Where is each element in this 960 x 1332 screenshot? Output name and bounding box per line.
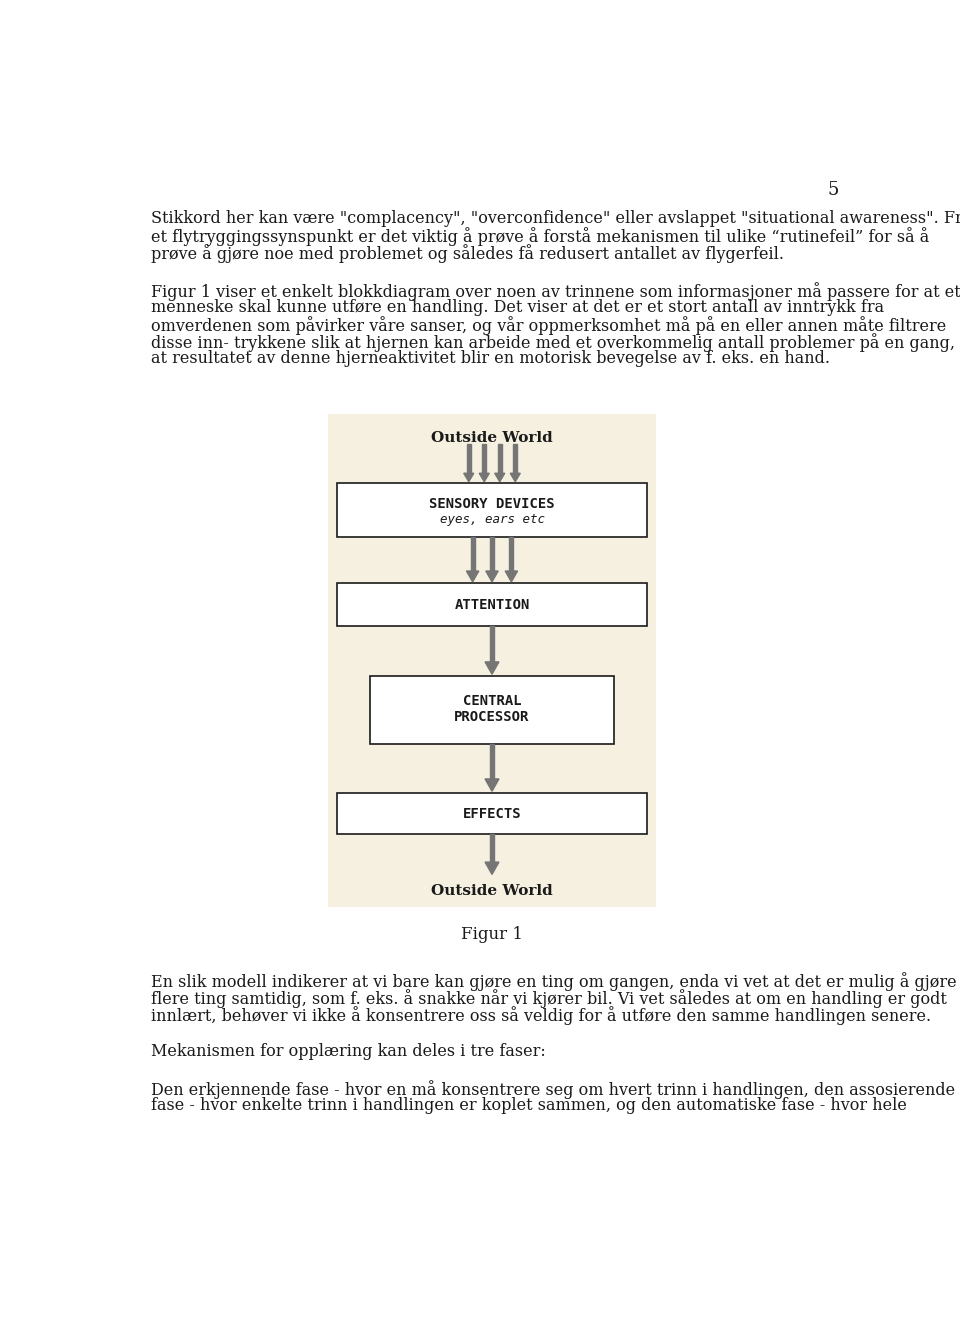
Text: omverdenen som påvirker våre sanser, og vår oppmerksomhet må på en eller annen m: omverdenen som påvirker våre sanser, og … [151, 316, 947, 336]
Text: Outside World: Outside World [431, 883, 553, 898]
Bar [337, 484, 647, 537]
Text: at resultatet av denne hjerneaktivitet blir en motorisk bevegelse av f. eks. en : at resultatet av denne hjerneaktivitet b… [151, 350, 830, 368]
Text: EFFECTS: EFFECTS [463, 807, 521, 821]
Polygon shape [485, 662, 499, 674]
Polygon shape [486, 571, 498, 582]
Text: En slik modell indikerer at vi bare kan gjøre en ting om gangen, enda vi vet at : En slik modell indikerer at vi bare kan … [151, 972, 956, 991]
Bar [490, 743, 494, 779]
Polygon shape [494, 473, 505, 482]
Bar [514, 444, 517, 473]
Text: ATTENTION: ATTENTION [454, 598, 530, 611]
Text: Figur 1: Figur 1 [461, 926, 523, 943]
Bar [327, 414, 657, 907]
Bar [490, 626, 494, 662]
Text: PROCESSOR: PROCESSOR [454, 710, 530, 723]
Bar [490, 834, 494, 862]
Text: prøve å gjøre noe med problemet og således få redusert antallet av flygerfeil.: prøve å gjøre noe med problemet og såled… [151, 244, 784, 262]
Bar [470, 537, 474, 571]
Polygon shape [505, 571, 517, 582]
Text: flere ting samtidig, som f. eks. å snakke når vi kjører bil. Vi vet således at o: flere ting samtidig, som f. eks. å snakk… [151, 990, 947, 1008]
Text: et flytryggingssynspunkt er det viktig å prøve å forstå mekanismen til ulike “ru: et flytryggingssynspunkt er det viktig å… [151, 226, 929, 245]
Text: Figur 1 viser et enkelt blokkdiagram over noen av trinnene som informasjoner må : Figur 1 viser et enkelt blokkdiagram ove… [151, 282, 960, 301]
Text: CENTRAL: CENTRAL [463, 694, 521, 709]
Polygon shape [467, 571, 479, 582]
Text: Stikkord her kan være "complacency", "overconfidence" eller avslappet "situation: Stikkord her kan være "complacency", "ov… [151, 210, 960, 226]
Text: Outside World: Outside World [431, 430, 553, 445]
Bar [510, 537, 514, 571]
Text: Mekanismen for opplæring kan deles i tre faser:: Mekanismen for opplæring kan deles i tre… [151, 1043, 545, 1060]
Text: innlært, behøver vi ikke å konsentrere oss så veldig for å utføre den samme hand: innlært, behøver vi ikke å konsentrere o… [151, 1006, 931, 1026]
Text: 5: 5 [828, 181, 839, 200]
Polygon shape [510, 473, 520, 482]
Polygon shape [479, 473, 490, 482]
Bar [337, 793, 647, 834]
Text: disse inn- trykkene slik at hjernen kan arbeide med et overkommelig antall probl: disse inn- trykkene slik at hjernen kan … [151, 333, 960, 352]
Bar [482, 444, 486, 473]
Polygon shape [485, 862, 499, 874]
Text: eyes, ears etc: eyes, ears etc [440, 513, 544, 526]
Text: fase - hvor enkelte trinn i handlingen er koplet sammen, og den automatiske fase: fase - hvor enkelte trinn i handlingen e… [151, 1098, 907, 1114]
Polygon shape [485, 779, 499, 791]
Polygon shape [464, 473, 474, 482]
Bar [467, 444, 470, 473]
Bar [490, 537, 494, 571]
Bar [498, 444, 502, 473]
Bar [371, 675, 613, 743]
Text: menneske skal kunne utføre en handling. Det viser at det er et stort antall av i: menneske skal kunne utføre en handling. … [151, 300, 884, 316]
Text: SENSORY DEVICES: SENSORY DEVICES [429, 497, 555, 511]
Bar [337, 583, 647, 626]
Text: Den erkjennende fase - hvor en må konsentrere seg om hvert trinn i handlingen, d: Den erkjennende fase - hvor en må konsen… [151, 1080, 955, 1099]
